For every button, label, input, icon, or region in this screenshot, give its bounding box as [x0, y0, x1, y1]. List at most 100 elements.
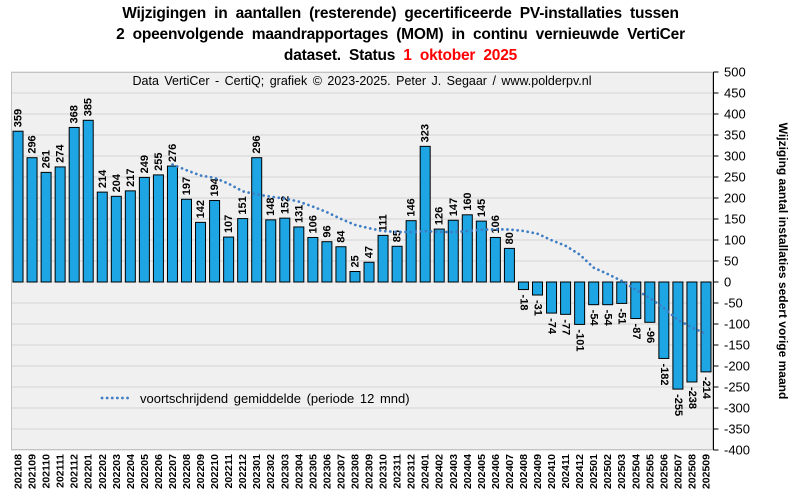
- x-axis-tick-label: 202109: [27, 454, 39, 489]
- x-axis-tick-label: 202307: [335, 454, 347, 489]
- bar-value-label: 107: [223, 215, 235, 233]
- bar-value-label: 146: [406, 198, 418, 216]
- bar-value-label: -96: [644, 327, 656, 343]
- x-axis-tick-label: 202309: [364, 454, 376, 489]
- bar: [96, 191, 108, 283]
- x-axis-tick-label: 202402: [434, 454, 446, 489]
- x-axis-tick-label: 202502: [602, 454, 614, 489]
- x-axis-tick-label: 202412: [574, 454, 586, 489]
- bar: [433, 228, 445, 283]
- bar: [124, 190, 136, 283]
- bar: [12, 130, 24, 283]
- bar: [503, 247, 515, 283]
- x-axis-tick-label: 202206: [153, 454, 165, 489]
- y-axis-title: Wijziging aantal installaties sedert vor…: [776, 122, 790, 400]
- bar-value-label: 145: [476, 199, 488, 217]
- bar: [110, 195, 122, 283]
- x-axis-tick-label: 202205: [139, 454, 151, 489]
- x-axis-tick-label: 202310: [378, 454, 390, 489]
- bar: [40, 171, 52, 283]
- x-axis-tick-label: 202405: [476, 454, 488, 489]
- x-axis-tick-label: 202505: [644, 454, 656, 489]
- y-axis-tick-label: 50: [724, 254, 738, 269]
- bar-value-label: 25: [349, 255, 361, 267]
- bar-value-label: 217: [125, 169, 137, 187]
- bar-value-label: -77: [560, 319, 572, 335]
- bar: [546, 281, 558, 314]
- bar-value-label: -54: [588, 310, 600, 327]
- chart-title-status-date: 1 oktober 2025: [403, 47, 518, 64]
- bar: [686, 281, 698, 383]
- x-axis-tick-label: 202304: [293, 454, 305, 489]
- bar-value-label: -31: [532, 300, 544, 316]
- bar-value-label: -74: [546, 318, 558, 335]
- y-axis-tick-label: -250: [724, 380, 750, 395]
- bar-value-label: -18: [517, 295, 529, 311]
- x-axis-tick-label: 202210: [209, 454, 221, 489]
- bar: [630, 281, 642, 320]
- x-axis-tick-label: 202108: [13, 454, 25, 489]
- bar: [82, 119, 94, 283]
- chart-title-line2: 2 opeenvolgende maandrapportages (MOM) i…: [116, 26, 685, 43]
- x-axis-tick-label: 202302: [265, 454, 277, 489]
- x-axis-tick-label: 202208: [181, 454, 193, 489]
- y-axis-tick-label: -350: [724, 422, 750, 437]
- bar-value-label: 214: [97, 169, 109, 188]
- bar: [517, 281, 529, 291]
- y-axis-tick-label: 450: [724, 86, 746, 101]
- x-axis-tick-label: 202311: [392, 454, 404, 489]
- x-axis-tick-label: 202209: [195, 454, 207, 489]
- moving-average-line: [171, 163, 708, 336]
- x-axis-tick-label: 202111: [55, 454, 67, 488]
- bar: [307, 236, 319, 283]
- x-axis-tick-label: 202409: [532, 454, 544, 489]
- bar-value-label: -51: [616, 308, 628, 324]
- bar-value-label: 296: [27, 135, 39, 153]
- bar-value-label: 111: [378, 214, 390, 231]
- y-axis-tick-label: 300: [724, 149, 746, 164]
- bar: [574, 281, 586, 325]
- bar: [658, 281, 670, 359]
- bar: [54, 166, 66, 283]
- bar: [166, 165, 178, 283]
- bar: [700, 281, 712, 373]
- bar-value-label: 261: [41, 150, 53, 168]
- bar-value-label: 106: [490, 215, 502, 233]
- x-axis-tick-label: 202404: [462, 454, 474, 489]
- y-axis-tick-label: 350: [724, 128, 746, 143]
- bar-value-label: 385: [83, 98, 95, 116]
- bar-value-label: 47: [364, 246, 376, 258]
- bar: [335, 246, 347, 283]
- bar: [209, 200, 221, 283]
- bar-value-label: 96: [321, 225, 333, 237]
- y-axis-tick-label: -100: [724, 317, 750, 332]
- bar: [152, 174, 164, 283]
- bar-value-label: 274: [55, 144, 67, 163]
- bar-value-label: 249: [139, 155, 151, 173]
- bar: [279, 217, 291, 283]
- y-axis-tick-label: -50: [724, 296, 743, 311]
- bar-value-label: 359: [13, 109, 25, 127]
- x-axis-tick-label: 202403: [448, 454, 460, 489]
- x-axis-tick-label: 202508: [686, 454, 698, 489]
- bar: [419, 145, 431, 283]
- bar-value-label: -54: [602, 310, 614, 327]
- bar: [405, 220, 417, 283]
- bar: [447, 219, 459, 283]
- x-axis-tick-label: 202506: [658, 454, 670, 489]
- bar-value-label: 160: [462, 192, 474, 210]
- bar-value-label: 194: [209, 177, 221, 196]
- y-axis-tick-label: -400: [724, 443, 750, 458]
- x-axis-tick-label: 202406: [490, 454, 502, 489]
- y-axis-tick-label: 250: [724, 170, 746, 185]
- y-axis-tick-label: 150: [724, 212, 746, 227]
- x-axis-tick-label: 202507: [672, 454, 684, 489]
- bar: [223, 236, 235, 283]
- bar: [377, 234, 389, 283]
- x-axis-tick-label: 202303: [279, 454, 291, 489]
- y-axis-tick-label: 400: [724, 107, 746, 122]
- bar-value-label: -255: [672, 394, 684, 416]
- x-axis-tick-label: 202312: [406, 454, 418, 489]
- bar-value-label: 84: [335, 230, 347, 243]
- bar-value-label: 197: [181, 177, 193, 195]
